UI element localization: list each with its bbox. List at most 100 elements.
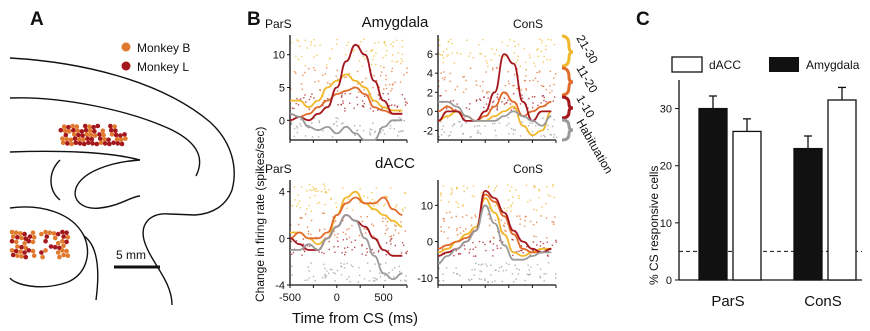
raster-spike (300, 119, 302, 121)
y-tick-label: 0 (427, 237, 433, 249)
raster-spike (474, 268, 476, 271)
raster-spike (545, 217, 548, 219)
raster-spike (504, 222, 506, 224)
raster-spike (451, 125, 454, 127)
recording-site-dot (66, 129, 72, 134)
raster-spike (325, 67, 328, 69)
y-tick-label: 5 (279, 83, 285, 95)
raster-spike (553, 133, 556, 136)
raster-spike (297, 203, 299, 205)
raster-spike (360, 216, 362, 218)
raster-spike (342, 231, 345, 234)
raster-spike (532, 241, 535, 243)
raster-spike (552, 184, 554, 186)
raster-spike (514, 264, 517, 267)
raster-spike (400, 58, 403, 60)
raster-spike (546, 237, 548, 239)
raster-spike (361, 253, 363, 255)
raster-spike (453, 272, 455, 274)
raster-spike (516, 88, 518, 90)
raster-spike (532, 102, 534, 104)
raster-spike (327, 82, 329, 84)
category-label-cons: ConS (804, 293, 842, 310)
raster-spike (458, 120, 460, 123)
raster-spike (397, 232, 400, 234)
recording-site-dot (19, 244, 24, 250)
recording-site-dot (43, 229, 48, 235)
raster-spike (385, 229, 388, 231)
raster-spike (337, 233, 339, 235)
raster-spike (457, 206, 459, 208)
raster-spike (334, 280, 336, 282)
raster-spike (493, 122, 496, 125)
raster-spike (342, 219, 344, 222)
raster-spike (358, 44, 361, 47)
raster-spike (404, 207, 406, 209)
raster-spike (450, 131, 452, 133)
raster-spike (394, 267, 396, 269)
raster-spike (400, 279, 402, 282)
recording-site-dot (51, 231, 57, 236)
recording-site-dot (22, 250, 27, 255)
raster-spike (398, 131, 400, 133)
raster-spike (400, 252, 403, 254)
monkey-legend: Monkey B Monkey L (121, 41, 190, 74)
raster-spike (475, 80, 477, 82)
raster-spike (461, 124, 463, 126)
raster-spike (496, 185, 498, 187)
raster-spike (394, 81, 396, 84)
raster-spike (525, 75, 527, 77)
recording-site-dot (108, 127, 114, 133)
raster-spike (547, 124, 549, 127)
raster-spike (515, 278, 517, 280)
raster-spike (543, 55, 545, 58)
raster-spike (395, 61, 397, 63)
raster-spike (354, 125, 356, 127)
raster-spike (545, 273, 547, 275)
bracket-habituation (561, 118, 574, 142)
raster-spike (363, 278, 366, 280)
raster-spike (345, 76, 348, 78)
raster-spike (487, 65, 489, 67)
recording-site-dot (81, 137, 86, 143)
bar-amygdala-cons (793, 147, 823, 281)
recording-site-dot (39, 250, 44, 255)
raster-spike (519, 223, 521, 225)
raster-spike (538, 38, 541, 40)
recording-site-dot (23, 254, 29, 260)
raster-spike (310, 44, 312, 46)
raster-spike (465, 107, 468, 109)
raster-spike (517, 55, 519, 57)
series-line-1-10 (289, 214, 403, 257)
raster-spike (469, 136, 471, 138)
recording-site-dot (73, 140, 79, 146)
raster-spike (327, 97, 329, 100)
raster-spike (473, 255, 475, 257)
recording-site-dot (113, 132, 119, 138)
raster-spike (336, 236, 338, 239)
raster-spike (395, 39, 398, 41)
recording-site-dot (76, 132, 81, 138)
raster-spike (386, 220, 389, 223)
raster-spike (293, 71, 296, 73)
raster-spike (450, 100, 452, 102)
raster-spike (396, 106, 398, 108)
recording-site-dot (113, 128, 118, 134)
raster-spike (297, 58, 300, 61)
legend-dot-monkey-l (121, 61, 131, 71)
bracket-21-30 (561, 34, 574, 68)
raster-spike (371, 63, 373, 65)
raster-spike (549, 133, 551, 136)
raster-spike (478, 131, 480, 134)
recording-site-dot (74, 124, 80, 129)
raster-spike (315, 190, 317, 192)
recording-site-dot (10, 234, 16, 239)
raster-spike (525, 184, 528, 186)
raster-spike (290, 121, 293, 123)
raster-spike (536, 221, 538, 224)
raster-spike (527, 125, 530, 127)
recording-site-dot (47, 230, 53, 235)
raster-spike (356, 70, 359, 73)
recording-site-dot (95, 123, 101, 129)
raster-spike (359, 188, 361, 190)
